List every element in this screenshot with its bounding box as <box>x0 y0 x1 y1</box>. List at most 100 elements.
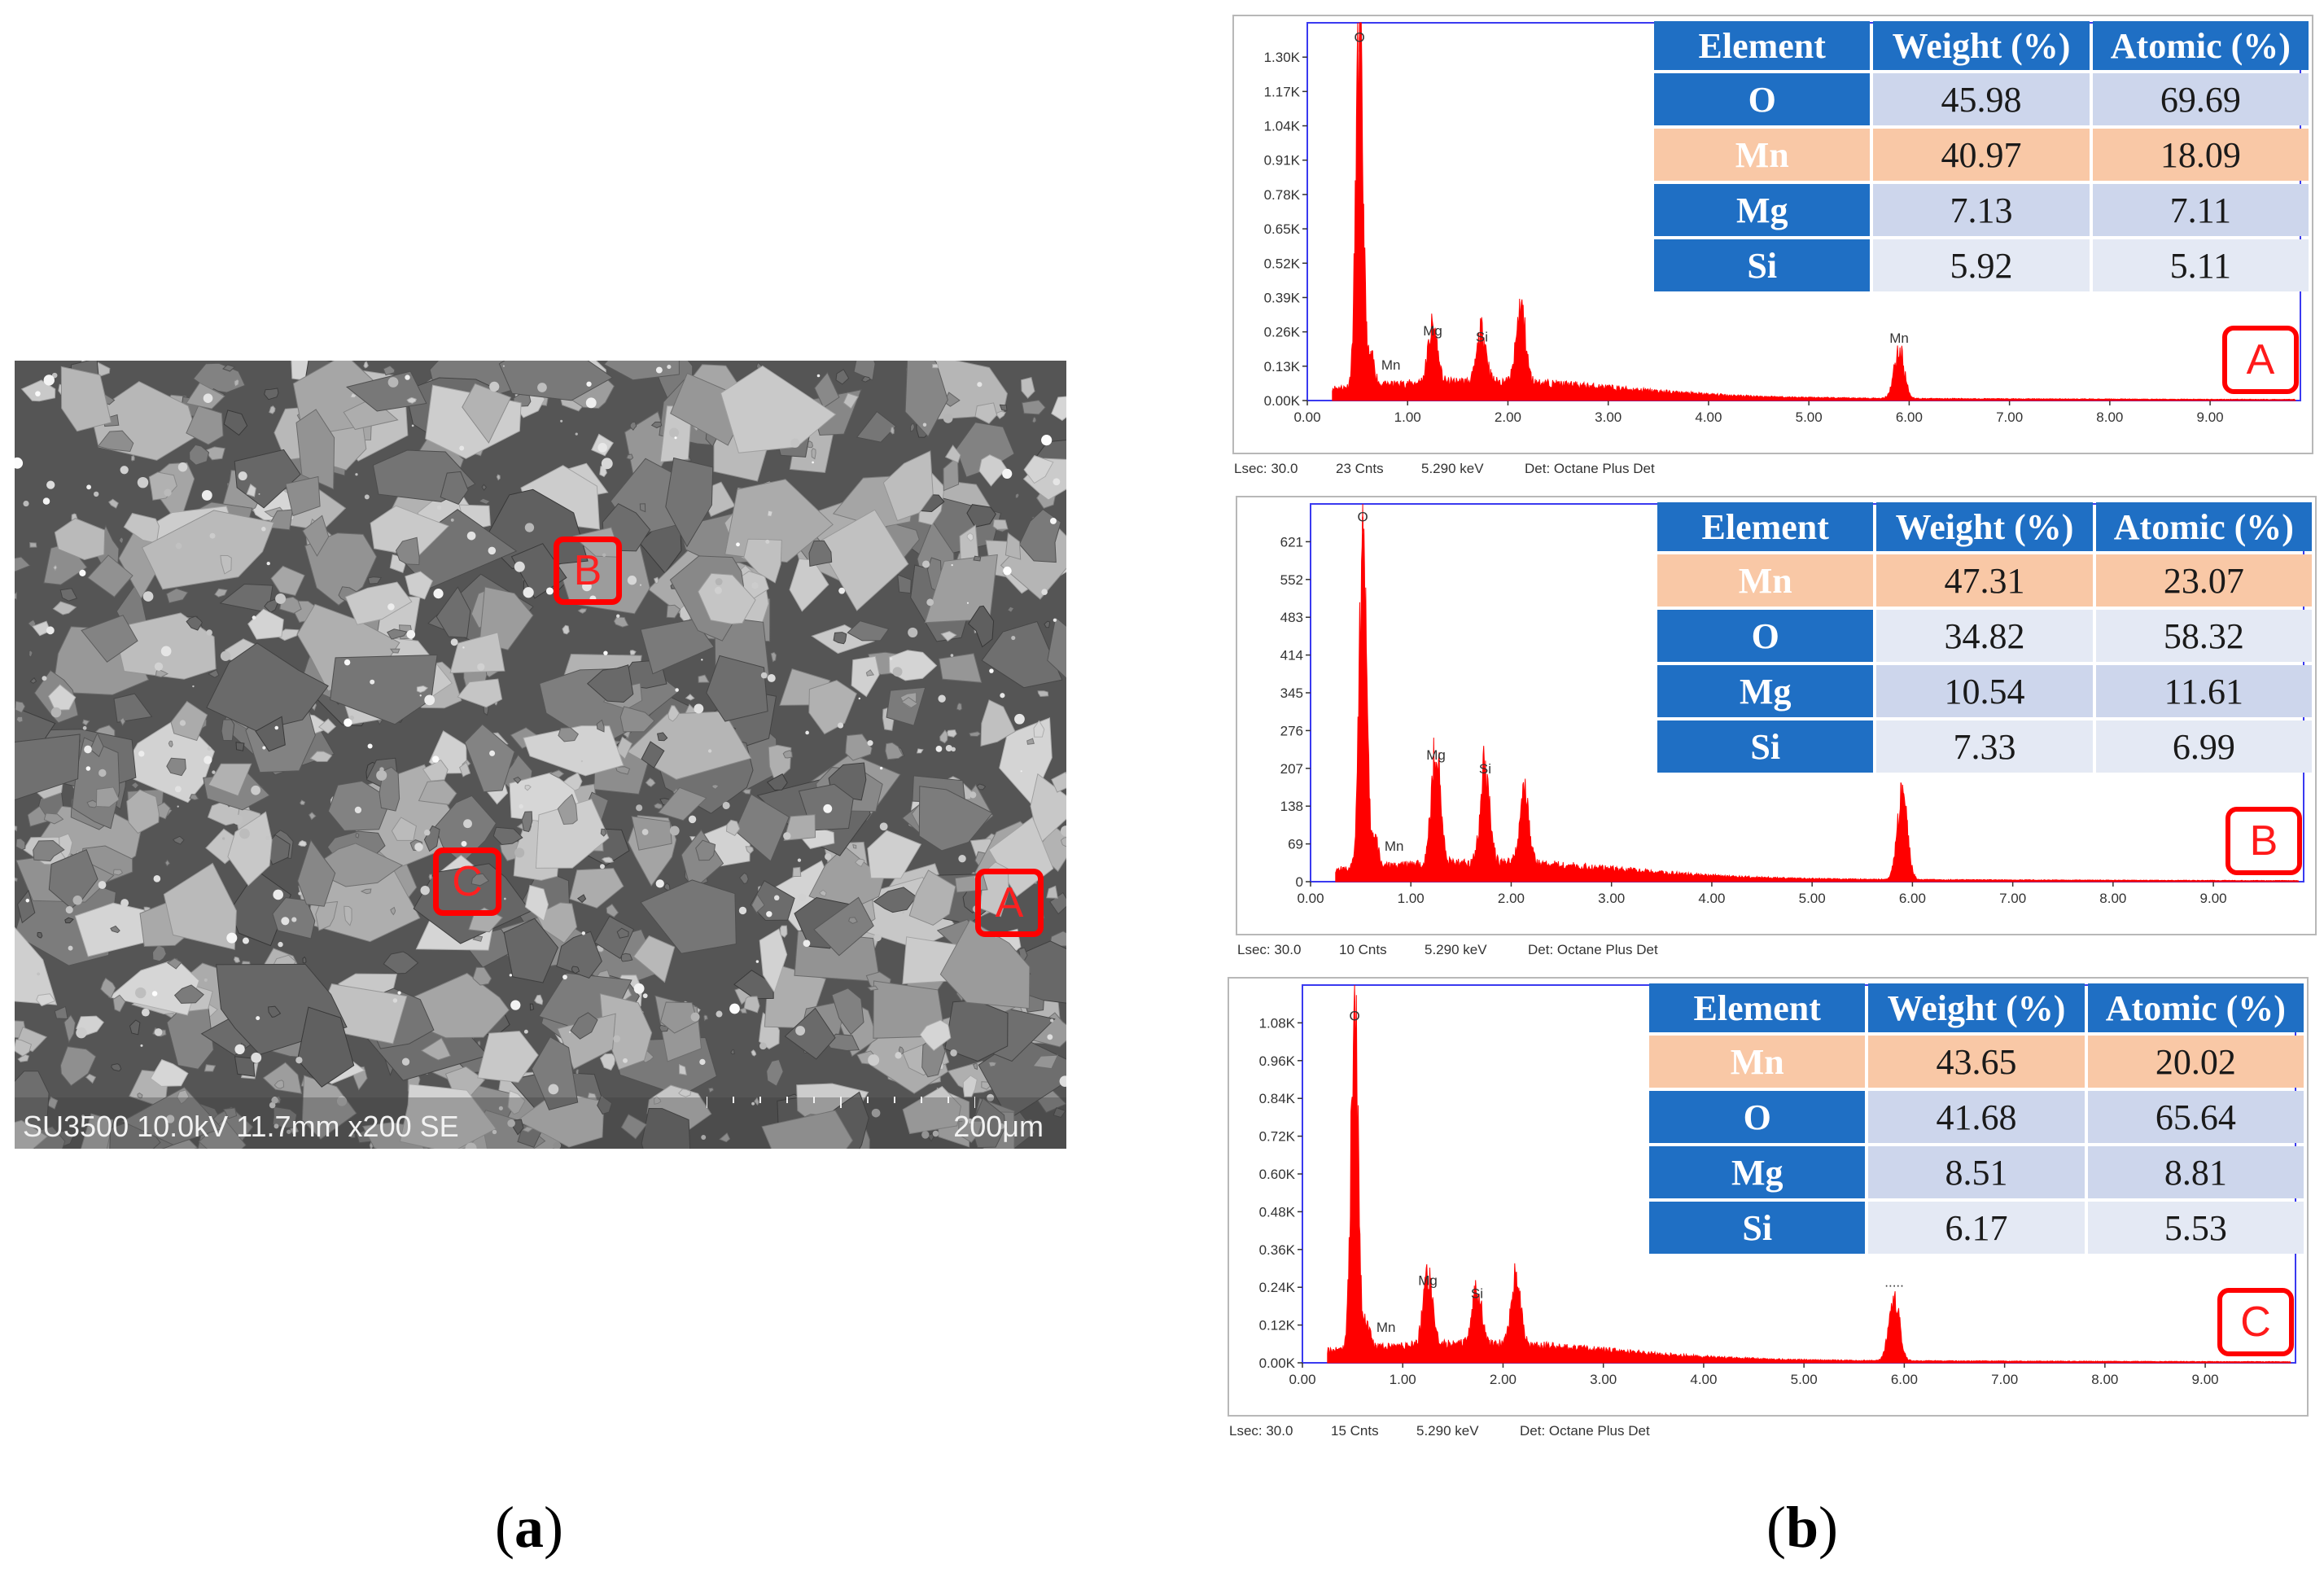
sem-info-bar: SU3500 10.0kV 11.7mm x200 SE <box>23 1110 459 1143</box>
footer-field: Det: Octane Plus Det <box>1520 1423 1650 1439</box>
x-tick-label: 4.00 <box>1690 1372 1717 1387</box>
atomic-cell: 20.02 <box>2087 1036 2304 1088</box>
y-tick-label: 0.91K <box>1264 153 1301 169</box>
y-tick-label: 345 <box>1280 685 1303 701</box>
weight-cell: 5.92 <box>1873 239 2090 291</box>
sem-particles-image <box>15 361 1066 1149</box>
peak-label: O <box>1349 1009 1359 1024</box>
peak: Mg <box>1426 747 1446 763</box>
sem-marker-b: B <box>554 536 622 605</box>
y-tick-label: 0.00K <box>1259 1355 1296 1371</box>
x-tick-label: 7.00 <box>1991 1372 2018 1387</box>
x-tick-label: 5.00 <box>1796 409 1823 425</box>
weight-cell: 43.65 <box>1868 1036 2085 1088</box>
peak-label: O <box>1357 510 1368 525</box>
footer-field: 5.290 keV <box>1416 1423 1479 1439</box>
table-row: Mg 10.54 11.61 <box>1657 665 2312 717</box>
x-tick-label: 1.00 <box>1390 1372 1416 1387</box>
peak-label: Mg <box>1423 323 1442 339</box>
footer-field: 5.290 keV <box>1421 461 1484 476</box>
weight-cell: 7.33 <box>1876 720 2093 773</box>
peak: Si <box>1471 1286 1483 1302</box>
atomic-cell: 5.11 <box>2092 239 2309 291</box>
weight-cell: 41.68 <box>1868 1091 2085 1143</box>
x-tick-label: 3.00 <box>1590 1372 1617 1387</box>
spot-label: A <box>2222 326 2299 394</box>
peak-label: Mn <box>1376 1320 1396 1335</box>
x-tick-label: 5.00 <box>1791 1372 1818 1387</box>
x-tick-label: 6.00 <box>1891 1372 1918 1387</box>
y-tick-label: 0.52K <box>1264 256 1301 271</box>
composition-table: Element Weight (%) Atomic (%) Mn 47.31 23.07 O… <box>1654 499 2315 776</box>
table-row: O 45.98 69.69 <box>1654 73 2309 125</box>
atomic-cell: 23.07 <box>2095 554 2312 607</box>
y-tick-label: 483 <box>1280 610 1303 625</box>
footer-field: 23 Cnts <box>1336 461 1384 476</box>
peak-label: Mn <box>1889 331 1909 346</box>
y-tick-label: 1.04K <box>1264 119 1301 134</box>
x-tick-label: 0.00 <box>1289 1372 1315 1387</box>
footer-field: Lsec: 30.0 <box>1229 1423 1293 1439</box>
y-tick-label: 0.26K <box>1264 325 1301 340</box>
peak: Mn <box>1385 839 1404 854</box>
y-tick-label: 0.72K <box>1259 1129 1296 1145</box>
footer-field: Lsec: 30.0 <box>1237 942 1302 957</box>
x-tick-label: 9.00 <box>2192 1372 2219 1387</box>
composition-table: Element Weight (%) Atomic (%) O 45.98 69.69 Mn… <box>1651 18 2312 295</box>
x-tick-label: 1.00 <box>1394 409 1421 425</box>
eds-spectrum-b: 0 69 138 207 276 345 414 483 552 621 0.00 1.00 2.00 3… <box>1236 496 2317 957</box>
spectrum-series <box>1335 503 2300 882</box>
table-row: O 41.68 65.64 <box>1649 1091 2304 1143</box>
y-tick-label: 552 <box>1280 572 1303 588</box>
x-tick-label: 8.00 <box>2099 891 2126 906</box>
element-cell: Mg <box>1649 1146 1866 1198</box>
atomic-cell: 8.81 <box>2087 1146 2304 1198</box>
y-tick-label: 1.30K <box>1264 50 1301 65</box>
table-header: Element <box>1654 21 1871 70</box>
x-tick-label: 0.00 <box>1297 891 1324 906</box>
weight-cell: 40.97 <box>1873 129 2090 181</box>
y-tick-label: 1.08K <box>1259 1015 1296 1031</box>
table-row: Mn 47.31 23.07 <box>1657 554 2312 607</box>
peak: Mn <box>1376 1320 1396 1335</box>
atomic-cell: 5.53 <box>2087 1202 2304 1254</box>
peak: O <box>1354 30 1365 52</box>
weight-cell: 34.82 <box>1876 610 2093 662</box>
peak: O <box>1357 510 1368 532</box>
y-tick-label: 0.65K <box>1264 221 1301 237</box>
spot-label: C <box>2217 1288 2294 1356</box>
element-cell: Mg <box>1657 665 1874 717</box>
peak-label: Mn <box>1381 357 1401 373</box>
y-tick-label: 0.78K <box>1264 187 1301 203</box>
y-tick-label: 0 <box>1296 874 1303 890</box>
element-cell: O <box>1649 1091 1866 1143</box>
sem-scale-bar <box>707 1097 975 1108</box>
peak-label: O <box>1354 30 1364 46</box>
table-row: Mg 7.13 7.11 <box>1654 184 2309 236</box>
footer-field: 5.290 keV <box>1425 942 1487 957</box>
spectrum-series <box>1332 22 2296 401</box>
footer-field: 15 Cnts <box>1331 1423 1379 1439</box>
atomic-cell: 18.09 <box>2092 129 2309 181</box>
peak: Mn <box>1889 331 1909 346</box>
eds-spectrum-a: 0.00K 0.13K 0.26K 0.39K 0.52K 0.65K 0.78K 0.91K… <box>1232 15 2313 476</box>
y-tick-label: 0.39K <box>1264 290 1301 305</box>
table-header: Weight (%) <box>1868 983 2085 1032</box>
table-row: Si 7.33 6.99 <box>1657 720 2312 773</box>
weight-cell: 10.54 <box>1876 665 2093 717</box>
peak-label: ..... <box>1884 1275 1904 1290</box>
y-tick-label: 0.96K <box>1259 1053 1296 1069</box>
eds-spectrum-c: 0.00K 0.12K 0.24K 0.36K 0.48K 0.60K 0.72K 0.84K… <box>1228 977 2309 1439</box>
sem-marker-a: A <box>975 869 1044 937</box>
sem-scale-label: 200μm <box>953 1110 1044 1143</box>
peak-label: Si <box>1476 329 1488 344</box>
y-tick-label: 0.60K <box>1259 1167 1296 1182</box>
caption-b: (b) <box>1766 1495 1839 1560</box>
element-cell: O <box>1657 610 1874 662</box>
element-cell: O <box>1654 73 1871 125</box>
element-cell: Mn <box>1657 554 1874 607</box>
x-tick-label: 6.00 <box>1899 891 1926 906</box>
x-tick-label: 3.00 <box>1598 891 1625 906</box>
x-tick-label: 2.00 <box>1498 891 1525 906</box>
x-tick-label: 4.00 <box>1698 891 1725 906</box>
